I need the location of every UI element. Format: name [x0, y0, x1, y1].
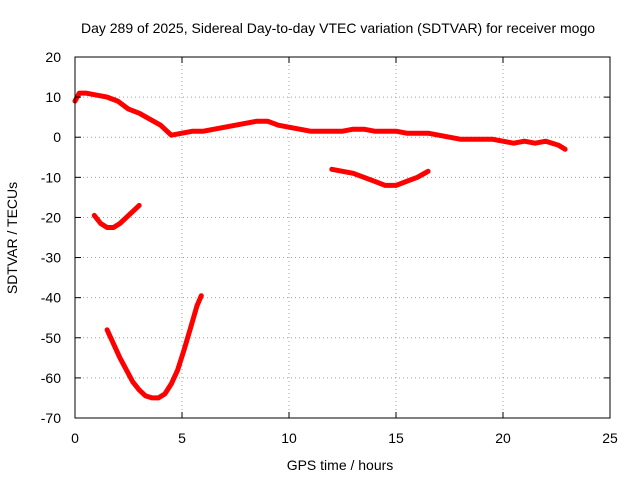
y-tick-label: -20 — [41, 209, 61, 225]
y-tick-label: -10 — [41, 169, 61, 185]
series-line-dip — [104, 293, 204, 401]
x-tick-label: 5 — [178, 430, 186, 446]
y-tick-label: -70 — [41, 410, 61, 426]
x-tick-label: 10 — [281, 430, 297, 446]
series-layer — [72, 90, 568, 401]
x-tick-label: 25 — [602, 430, 618, 446]
series-line-main — [72, 90, 568, 152]
x-tick-label: 20 — [495, 430, 511, 446]
x-tick-label: 15 — [388, 430, 404, 446]
y-tick-label: 20 — [45, 49, 61, 65]
x-axis-title: GPS time / hours — [287, 457, 394, 473]
grid — [75, 57, 610, 418]
y-tick-label: -40 — [41, 290, 61, 306]
y-tick-label: 10 — [45, 89, 61, 105]
y-tick-label: -50 — [41, 330, 61, 346]
y-tick-label: 0 — [53, 129, 61, 145]
series-line-early-short — [91, 202, 142, 230]
series-line-afternoon-arc — [329, 166, 431, 188]
ticks — [74, 56, 611, 419]
plot-frame — [74, 56, 611, 419]
tick-labels: 0 5 10 15 20 25 20 10 0 -10 -20 -30 -40 -50 -60 -70 — [41, 49, 618, 446]
chart-title: Day 289 of 2025, Sidereal Day-to-day VTE… — [81, 20, 595, 36]
y-tick-label: -60 — [41, 370, 61, 386]
y-tick-label: -30 — [41, 250, 61, 266]
y-axis-title: SDTVAR / TECUs — [4, 182, 20, 294]
x-tick-label: 0 — [71, 430, 79, 446]
